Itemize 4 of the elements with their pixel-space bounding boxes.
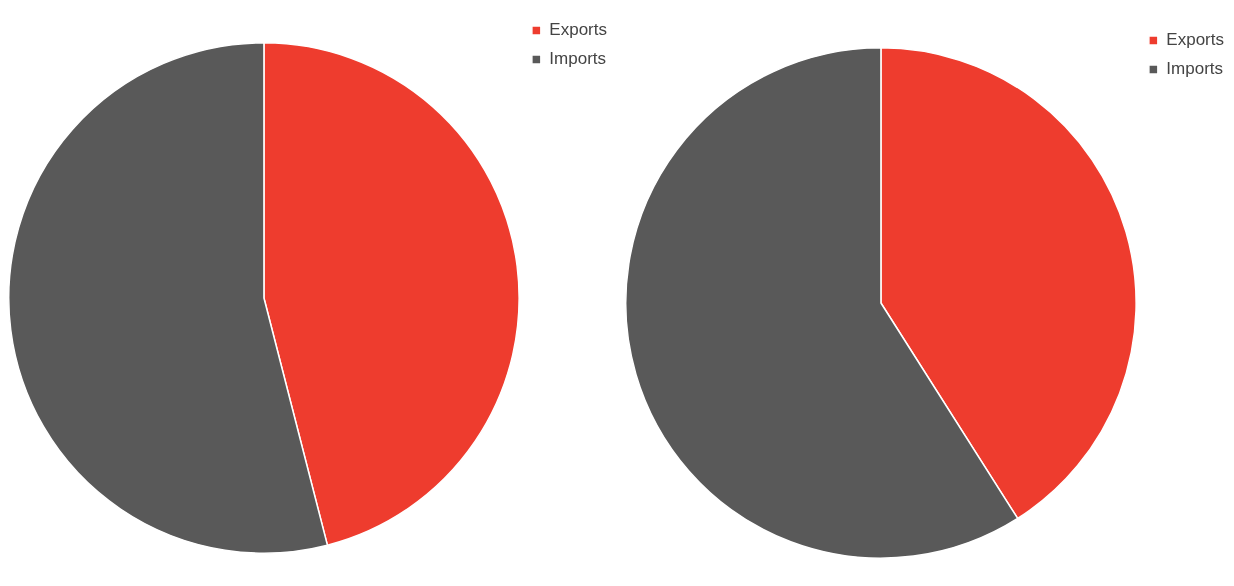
legend-label: Exports <box>549 20 608 40</box>
legend-label: Exports <box>1166 30 1225 50</box>
legend-label: Imports <box>549 49 607 69</box>
legend-label: Imports <box>1166 59 1224 79</box>
